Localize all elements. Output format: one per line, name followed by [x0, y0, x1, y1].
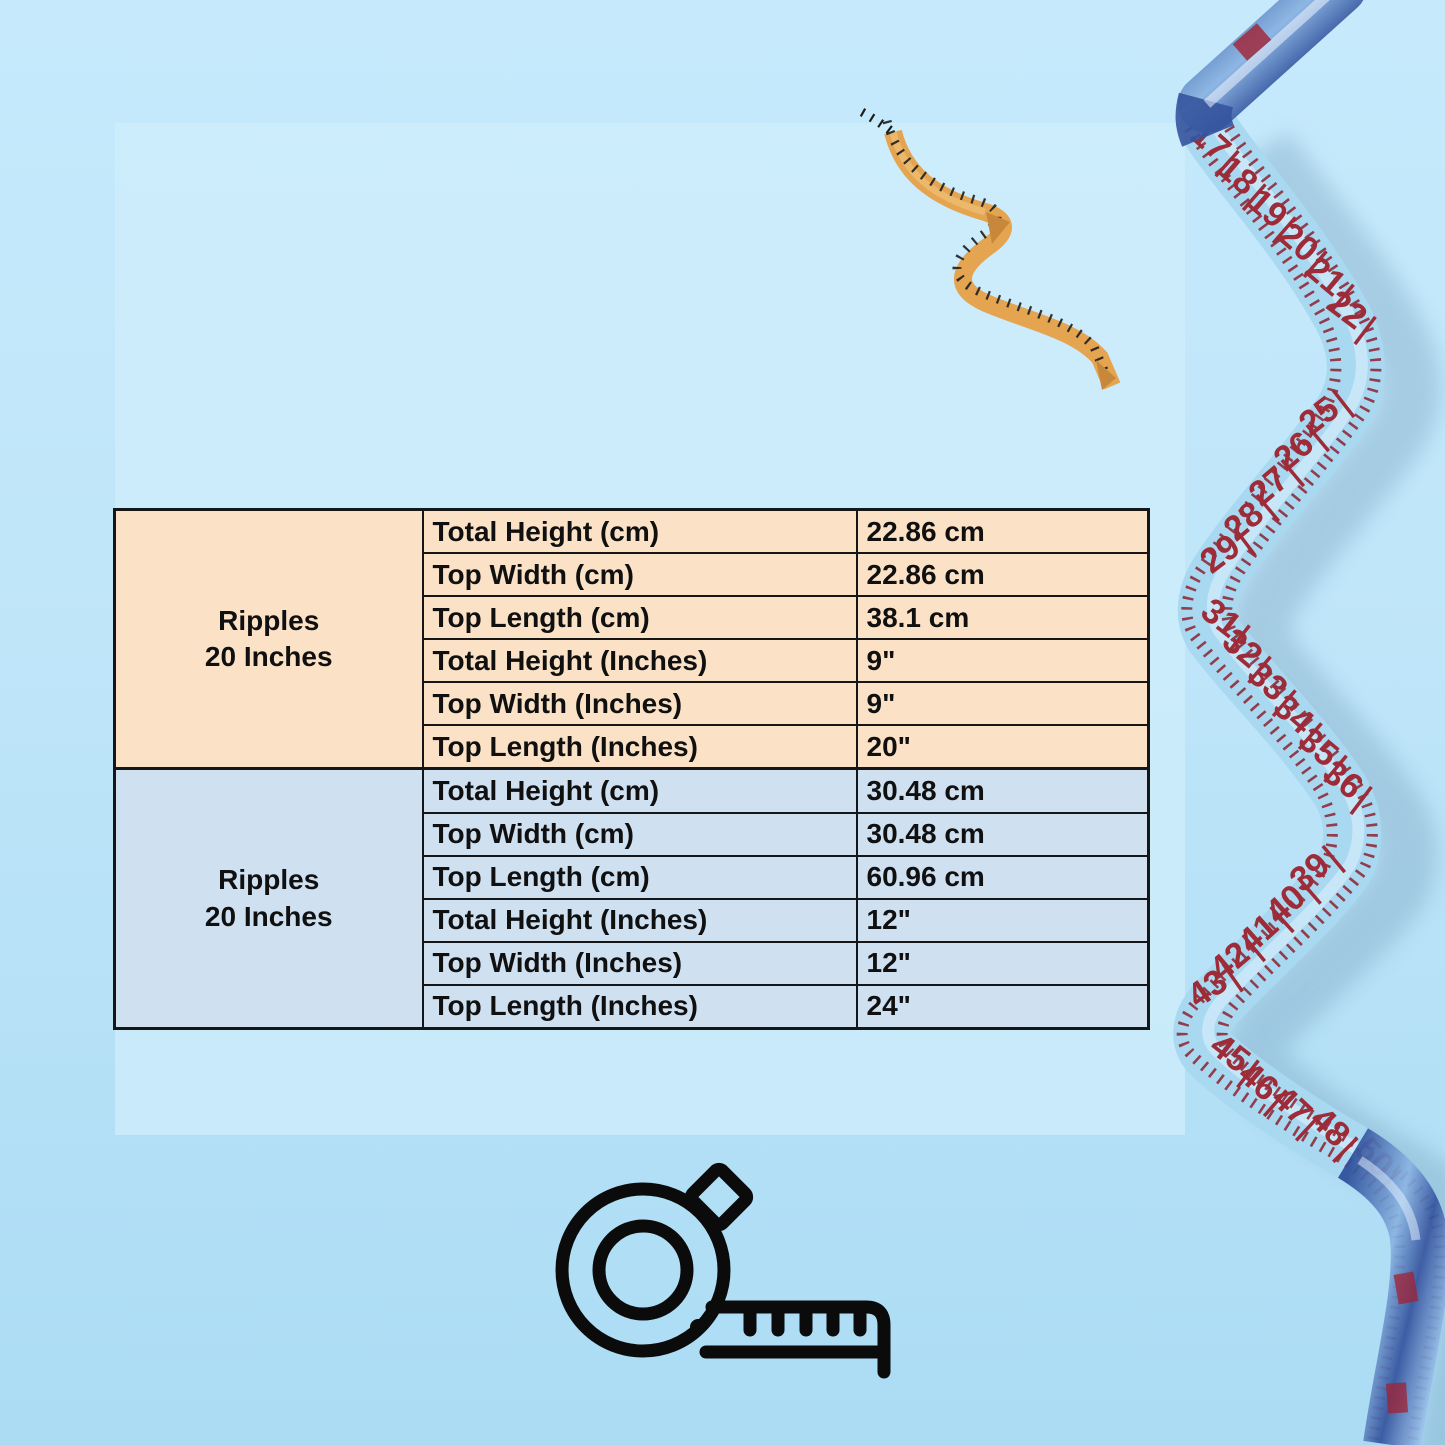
- group-label-line2: 20 Inches: [204, 900, 333, 932]
- row-label: Top Width (cm): [421, 811, 858, 857]
- row-value: 20": [855, 724, 1150, 770]
- row-label: Top Width (Inches): [421, 940, 858, 986]
- group-label-line1: Ripples: [218, 864, 320, 896]
- table-row: Top Width (Inches) 12": [115, 940, 1150, 986]
- measuring-tape-image: 1718192021222526272829313233343536394041…: [1180, 0, 1445, 1445]
- row-label: Top Length (cm): [421, 854, 858, 900]
- row-value: 9": [855, 638, 1150, 684]
- row-label: Total Height (cm): [421, 767, 858, 814]
- row-label: Total Height (Inches): [421, 897, 858, 943]
- table-row: Top Width (cm) 22.86 cm: [115, 552, 1150, 598]
- row-value: 12": [855, 897, 1150, 943]
- table-row: Total Height (Inches) 9": [115, 638, 1150, 684]
- group-label-cell: Ripples 20 Inches: [113, 767, 424, 1030]
- group-label-cell: Ripples 20 Inches: [113, 508, 424, 770]
- row-label: Top Length (Inches): [421, 983, 858, 1030]
- row-label: Top Width (cm): [421, 552, 858, 598]
- row-value: 38.1 cm: [855, 595, 1150, 641]
- row-value: 9": [855, 681, 1150, 727]
- doodle-fold: [986, 212, 1010, 244]
- table-row: Total Height (Inches) 12": [115, 897, 1150, 943]
- row-value: 30.48 cm: [855, 767, 1150, 814]
- row-value: 60.96 cm: [855, 854, 1150, 900]
- row-value: 12": [855, 940, 1150, 986]
- group-label-line2: 20 Inches: [204, 641, 333, 673]
- table-row: Top Length (Inches) 20": [115, 724, 1150, 770]
- row-label: Total Height (Inches): [421, 638, 858, 684]
- row-value: 22.86 cm: [855, 552, 1150, 598]
- doodle-tape-icon: [859, 108, 1121, 390]
- row-value: 24": [855, 983, 1150, 1030]
- table-row: Ripples 20 Inches Total Height (cm) 22.86 c…: [113, 508, 1150, 770]
- row-label: Top Length (Inches): [421, 724, 858, 770]
- group-label-line1: Ripples: [218, 604, 320, 636]
- table-row: Top Length (cm) 60.96 cm: [115, 854, 1150, 900]
- table-row: Top Length (cm) 38.1 cm: [115, 595, 1150, 641]
- size-table: Ripples 20 Inches Total Height (cm) 22.86 c…: [113, 508, 1150, 1030]
- row-value: 30.48 cm: [855, 811, 1150, 857]
- table-row: Top Width (cm) 30.48 cm: [115, 811, 1150, 857]
- table-row: Top Width (Inches) 9": [115, 681, 1150, 727]
- tape-metal-ends: [1175, 0, 1445, 1445]
- doodle-fold: [1096, 360, 1116, 390]
- table-row: Ripples 20 Inches Total Height (cm) 30.48 c…: [113, 767, 1150, 1030]
- row-label: Total Height (cm): [421, 508, 858, 555]
- table-row: Top Length (Inches) 24": [115, 983, 1150, 1030]
- row-value: 22.86 cm: [855, 508, 1150, 555]
- row-label: Top Width (Inches): [421, 681, 858, 727]
- row-label: Top Length (cm): [421, 595, 858, 641]
- tape-measure-icon: [555, 1162, 891, 1379]
